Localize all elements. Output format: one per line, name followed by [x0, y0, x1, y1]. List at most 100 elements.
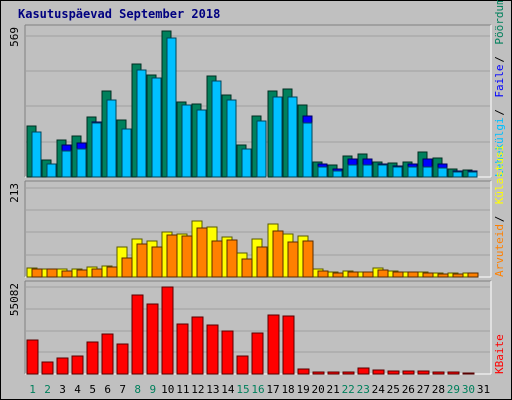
bar-kbaite-day-30	[462, 372, 475, 375]
x-tick-label-day-19: 19	[296, 383, 309, 396]
legend-separator: /	[493, 56, 506, 63]
legend-külastusi: Külastusi	[493, 145, 506, 205]
bar-kbaite-day-4	[71, 355, 84, 375]
bar-arvuteid-day-24	[377, 269, 389, 278]
x-tick-label-day-14: 14	[221, 383, 235, 396]
x-tick-label-day-18: 18	[281, 383, 294, 396]
bar-lehekülgi-day-29	[452, 171, 463, 178]
x-tick-label-day-6: 6	[104, 383, 111, 396]
x-tick-label-day-15: 15	[236, 383, 249, 396]
bar-arvuteid-day-14	[226, 239, 238, 278]
bar-arvuteid-day-10	[166, 234, 178, 278]
bar-lehekülgi-day-25	[392, 166, 403, 178]
bar-arvuteid-day-22	[347, 271, 359, 278]
bar-kbaite-day-29	[447, 371, 460, 375]
bar-arvuteid-day-12	[196, 227, 208, 278]
bar-lehekülgi-day-1	[31, 131, 42, 178]
bar-lehekülgi-day-20	[317, 166, 328, 178]
legend-separator: /	[493, 109, 506, 116]
bar-lehekülgi-day-8	[136, 69, 147, 178]
panel-3-max-label: 55082	[8, 283, 21, 316]
bar-lehekülgi-day-16	[256, 120, 267, 178]
bar-kbaite-day-9	[146, 303, 159, 375]
panel-1-max-label: 569	[8, 27, 21, 47]
bar-lehekülgi-day-30	[467, 171, 478, 178]
bar-kbaite-day-15	[236, 355, 249, 375]
x-tick-label-day-11: 11	[176, 383, 189, 396]
bar-lehekülgi-day-10	[166, 37, 177, 178]
x-tick-label-day-16: 16	[251, 383, 264, 396]
x-tick-label-day-27: 27	[417, 383, 430, 396]
bar-kbaite-day-14	[221, 330, 234, 375]
bar-lehekülgi-day-7	[121, 128, 132, 178]
bar-lehekülgi-day-9	[151, 77, 162, 178]
bar-arvuteid-day-28	[437, 273, 449, 278]
bar-lehekülgi-day-2	[46, 163, 57, 178]
bar-arvuteid-day-21	[332, 272, 344, 278]
legend-lehekülgi: Lehekülgi	[493, 117, 506, 177]
bar-arvuteid-day-2	[46, 268, 58, 278]
bar-lehekülgi-day-6	[106, 99, 117, 178]
bar-lehekülgi-day-28	[437, 167, 448, 178]
bar-arvuteid-day-26	[407, 271, 419, 278]
bar-kbaite-day-8	[131, 294, 144, 375]
bar-kbaite-day-24	[372, 369, 385, 375]
bar-kbaite-day-23	[357, 367, 370, 375]
x-tick-label-day-8: 8	[134, 383, 141, 396]
bar-arvuteid-day-3	[61, 270, 73, 278]
bar-kbaite-day-3	[56, 357, 69, 375]
bar-kbaite-day-21	[327, 371, 340, 375]
bar-arvuteid-day-9	[151, 246, 163, 278]
bar-arvuteid-day-27	[422, 272, 434, 278]
bar-arvuteid-day-19	[302, 240, 314, 278]
bar-arvuteid-day-18	[287, 241, 299, 278]
legend-separator: /	[493, 216, 506, 223]
bar-kbaite-day-27	[417, 370, 430, 375]
x-tick-label-day-20: 20	[312, 383, 325, 396]
x-tick-label-day-31: 31	[477, 383, 490, 396]
bar-lehekülgi-day-17	[272, 96, 283, 178]
bar-lehekülgi-day-15	[241, 148, 252, 178]
bar-kbaite-day-18	[282, 315, 295, 375]
legend-pöördumisi: Pöördumisi	[493, 0, 506, 45]
bar-lehekülgi-day-22	[347, 164, 358, 178]
bar-arvuteid-day-16	[256, 246, 268, 278]
bar-arvuteid-day-23	[362, 271, 374, 278]
x-tick-label-day-13: 13	[206, 383, 219, 396]
panel-2-max-label: 213	[8, 183, 21, 203]
x-tick-label-day-29: 29	[447, 383, 460, 396]
bar-kbaite-day-25	[387, 370, 400, 375]
bar-arvuteid-day-7	[121, 257, 133, 278]
bar-kbaite-day-10	[161, 286, 174, 375]
bar-lehekülgi-day-21	[332, 170, 343, 178]
bar-kbaite-day-11	[176, 323, 189, 375]
bar-lehekülgi-day-13	[211, 80, 222, 178]
bar-kbaite-day-17	[267, 314, 280, 375]
chart-title: Kasutuspäevad September 2018	[18, 7, 221, 21]
bar-kbaite-day-7	[116, 343, 129, 375]
bar-kbaite-day-19	[297, 368, 310, 375]
bar-kbaite-day-1	[26, 339, 39, 375]
x-tick-label-day-2: 2	[44, 383, 51, 396]
bar-lehekülgi-day-18	[287, 96, 298, 178]
bar-kbaite-day-28	[432, 371, 445, 375]
bar-lehekülgi-day-27	[422, 166, 433, 178]
bar-lehekülgi-day-5	[91, 122, 102, 178]
x-tick-label-day-5: 5	[89, 383, 96, 396]
x-tick-label-day-26: 26	[402, 383, 415, 396]
x-tick-label-day-28: 28	[432, 383, 445, 396]
bar-kbaite-day-2	[41, 361, 54, 375]
x-tick-label-day-7: 7	[119, 383, 126, 396]
x-tick-label-day-17: 17	[266, 383, 279, 396]
bar-arvuteid-day-5	[91, 268, 103, 278]
x-tick-label-day-24: 24	[372, 383, 386, 396]
bar-lehekülgi-day-19	[302, 122, 313, 178]
bar-lehekülgi-day-4	[76, 148, 87, 178]
x-tick-label-day-22: 22	[342, 383, 355, 396]
bar-arvuteid-day-1	[31, 268, 43, 278]
bar-lehekülgi-day-24	[377, 164, 388, 178]
bar-lehekülgi-day-11	[181, 104, 192, 178]
bar-kbaite-day-13	[206, 324, 219, 375]
x-tick-label-day-30: 30	[462, 383, 475, 396]
x-tick-label-day-1: 1	[29, 383, 36, 396]
